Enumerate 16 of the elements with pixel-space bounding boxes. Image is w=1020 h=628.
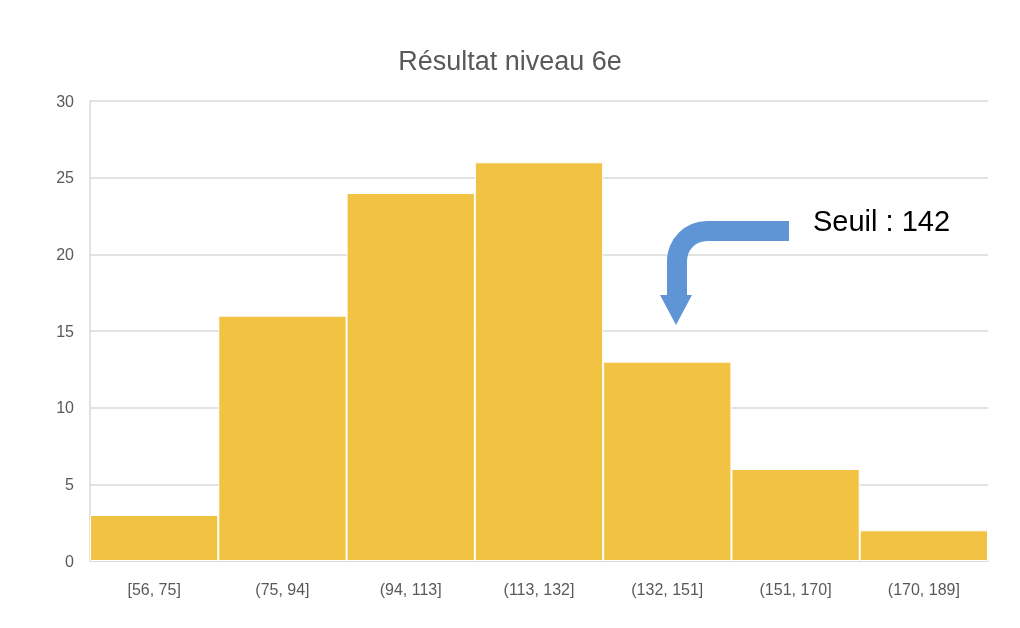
y-tick-label: 5 <box>65 475 75 493</box>
y-tick-label: 0 <box>65 552 75 570</box>
y-tick-label: 25 <box>56 169 75 187</box>
x-tick-label: (132, 151] <box>631 580 704 598</box>
x-tick-label: (75, 94] <box>255 580 310 598</box>
annotation: Seuil : 142 <box>813 205 951 237</box>
y-tick-label: 15 <box>56 322 75 340</box>
x-tick-label: (170, 189] <box>887 580 960 598</box>
x-tick-label: (113, 132] <box>503 580 575 598</box>
x-tick-label: (151, 170] <box>759 580 832 598</box>
x-tick-label: (94, 113] <box>379 580 442 598</box>
y-tick-label: 30 <box>56 92 75 110</box>
chart-title: Résultat niveau 6e <box>398 45 622 76</box>
y-tick-label: 20 <box>56 245 75 263</box>
x-tick-label: [56, 75] <box>127 580 181 598</box>
y-tick-label: 10 <box>56 399 75 417</box>
